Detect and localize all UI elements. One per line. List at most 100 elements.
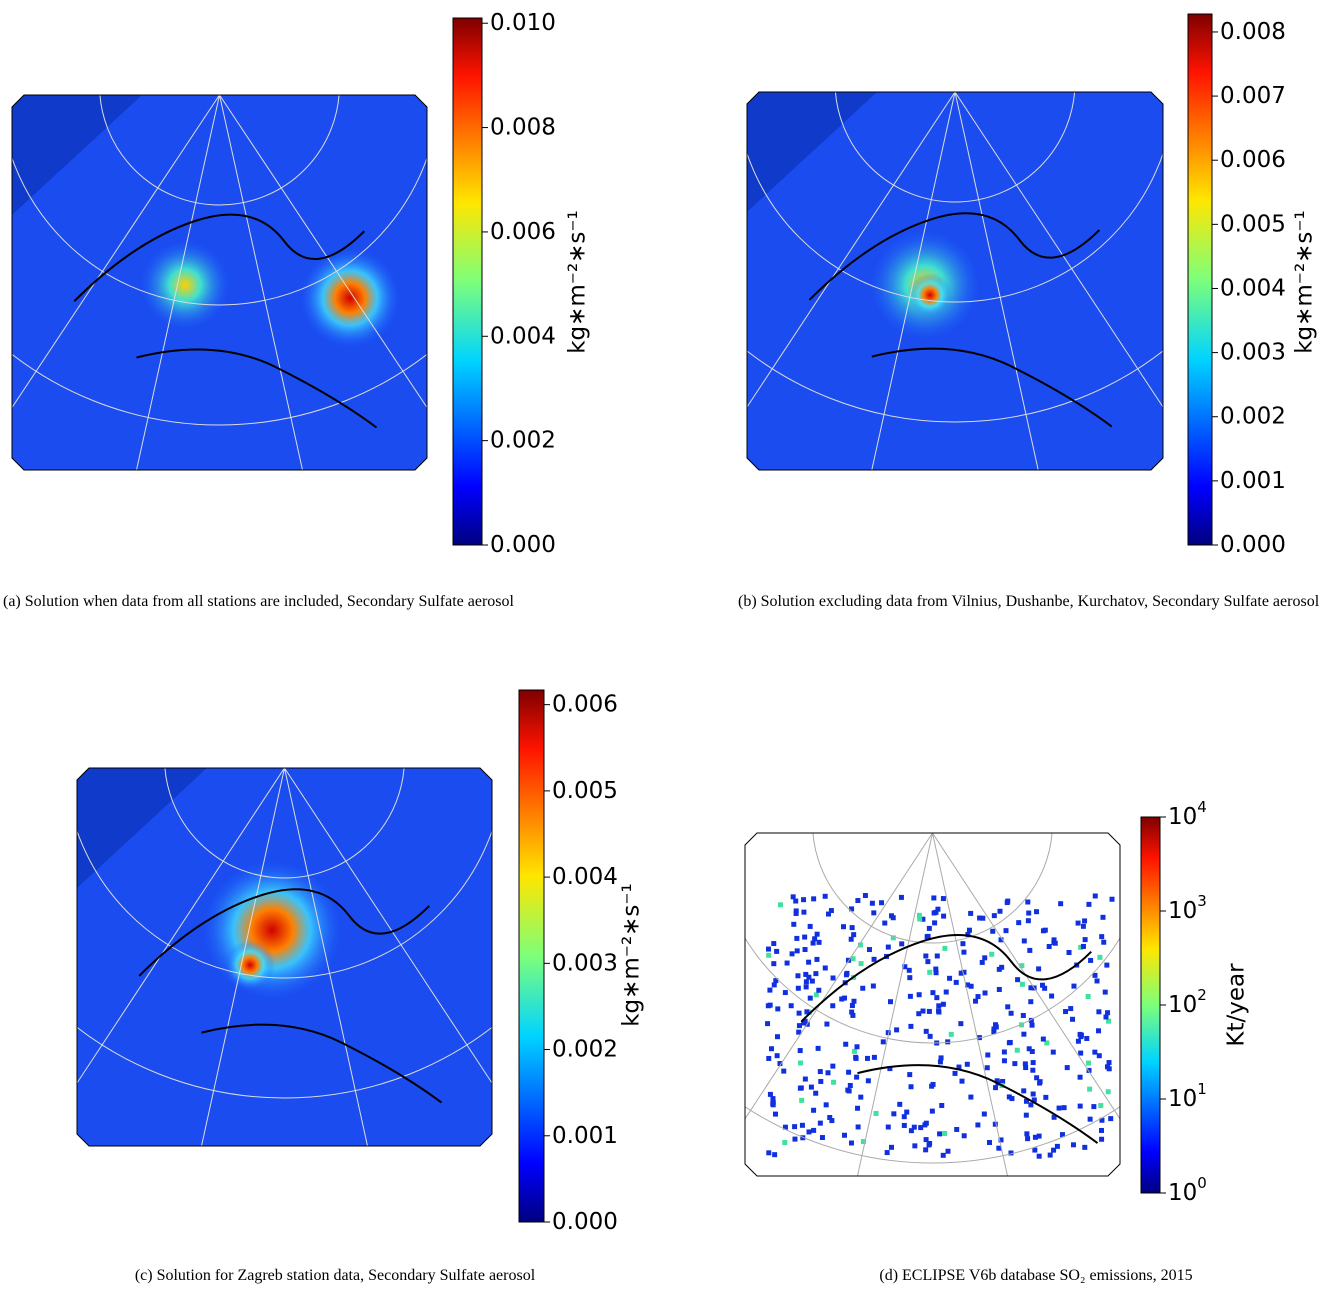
colorbar-tick-label: 0.003	[1220, 339, 1286, 365]
emission-cell	[987, 1140, 992, 1145]
tick-label-text: 0.002	[1220, 403, 1286, 429]
emission-cell	[999, 965, 1004, 970]
colorbar-tick-label: 0.002	[490, 427, 556, 453]
emission-cell	[794, 908, 799, 913]
emission-cell	[775, 1034, 780, 1039]
emission-cell	[1015, 977, 1020, 982]
emission-cell	[856, 1124, 861, 1129]
tick-label-text: 0.010	[490, 10, 556, 36]
emission-cell	[867, 947, 872, 952]
emission-cell	[818, 1069, 823, 1074]
colorbar-tick-label: 0.008	[490, 114, 556, 140]
emission-cell	[1009, 1096, 1014, 1101]
emission-cell	[1021, 1088, 1026, 1093]
emission-cell	[791, 922, 796, 927]
emission-cell	[1065, 1065, 1070, 1070]
emission-cell	[849, 1141, 854, 1146]
emission-cell	[924, 1121, 929, 1126]
emission-cell	[1087, 1087, 1092, 1092]
emission-cell	[1047, 944, 1052, 949]
emission-cell	[891, 915, 896, 920]
colorbar-tick-label: 0.000	[552, 1209, 618, 1235]
emission-cell	[902, 1123, 907, 1128]
hotspot	[140, 240, 230, 330]
emission-cell	[775, 1053, 780, 1058]
tick-label-text: 0.006	[490, 218, 556, 244]
emission-cell	[916, 1011, 921, 1016]
emission-cell	[790, 951, 795, 956]
emission-cell	[1024, 1113, 1029, 1118]
emission-cell	[899, 895, 904, 900]
emission-cell	[1048, 1153, 1053, 1158]
tick-label-text: 0.002	[552, 1036, 618, 1062]
emission-cell	[871, 910, 876, 915]
emission-cell	[907, 968, 912, 973]
emission-cell	[771, 941, 776, 946]
emission-cell	[894, 1027, 899, 1032]
emission-cell	[771, 961, 776, 966]
emission-cell	[989, 952, 994, 957]
emission-cell	[888, 999, 893, 1004]
emission-cell	[852, 1049, 857, 1054]
emission-cell	[791, 894, 796, 899]
emission-cell	[991, 1027, 996, 1032]
emission-cell	[1101, 940, 1106, 945]
emission-cell	[1015, 1048, 1020, 1053]
tick-label-text: 0.000	[552, 1209, 618, 1235]
tick-label-text: 10	[1168, 804, 1197, 830]
emission-cell	[874, 1111, 879, 1116]
tick-label-exponent: 0	[1197, 1174, 1207, 1192]
emission-cell	[944, 990, 949, 995]
emission-cell	[985, 1065, 990, 1070]
emission-cell	[815, 932, 820, 937]
colorbar-tick-label: 0.006	[1220, 147, 1286, 173]
emission-cell	[855, 1106, 860, 1111]
hotspot	[908, 273, 952, 317]
colorbar	[1188, 14, 1212, 545]
emission-cell	[809, 1085, 814, 1090]
emission-cell	[801, 897, 806, 902]
emission-cell	[792, 1137, 797, 1142]
emission-cell	[1099, 1128, 1104, 1133]
emission-cell	[769, 1046, 774, 1051]
emission-cell	[811, 896, 816, 901]
emission-cell	[1027, 948, 1032, 953]
emission-cell	[960, 941, 965, 946]
emission-cell	[1083, 937, 1088, 942]
emission-cell	[806, 960, 811, 965]
emission-cell	[846, 1070, 851, 1075]
emission-cell	[1068, 1006, 1073, 1011]
emission-cell	[968, 1095, 973, 1100]
emission-cell	[932, 910, 937, 915]
emission-cell	[818, 1121, 823, 1126]
emission-cell	[949, 1032, 954, 1037]
emission-cell	[997, 909, 1002, 914]
emission-cell	[961, 950, 966, 955]
emission-cell	[851, 999, 856, 1004]
colorbar-tick-label: 101	[1168, 1080, 1207, 1112]
emission-cell	[802, 935, 807, 940]
emission-cell	[1063, 1009, 1068, 1014]
emission-cell	[1084, 1036, 1089, 1041]
emission-cell	[1099, 934, 1104, 939]
emission-cell	[1051, 1050, 1056, 1055]
emission-cell	[842, 996, 847, 1001]
emission-cell	[798, 1061, 803, 1066]
emission-cell	[958, 1021, 963, 1026]
emission-cell	[796, 986, 801, 991]
emission-cell	[1023, 1065, 1028, 1070]
emission-cell	[947, 976, 952, 981]
emission-cell	[811, 1108, 816, 1113]
emission-cell	[954, 980, 959, 985]
emission-cell	[1104, 963, 1109, 968]
emission-cell	[924, 1029, 929, 1034]
map-panel	[485, 0, 1343, 552]
caption: (b) Solution excluding data from Vilnius…	[738, 588, 1333, 616]
emission-cell	[792, 1124, 797, 1129]
emission-cell	[772, 982, 777, 987]
emission-cell	[1076, 1039, 1081, 1044]
emission-cell	[954, 1127, 959, 1132]
colorbar-tick-label: 0.010	[490, 10, 556, 36]
emission-cell	[945, 1149, 950, 1154]
emission-cell	[806, 1129, 811, 1134]
